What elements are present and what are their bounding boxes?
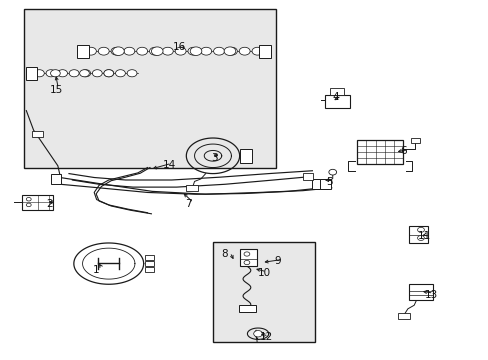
- Ellipse shape: [175, 47, 185, 55]
- Bar: [410, 138, 419, 143]
- Text: 11: 11: [417, 231, 430, 241]
- Circle shape: [417, 235, 424, 240]
- Ellipse shape: [98, 47, 109, 55]
- Ellipse shape: [213, 47, 224, 55]
- Bar: [186, 185, 198, 191]
- Ellipse shape: [226, 47, 237, 55]
- Ellipse shape: [137, 47, 147, 55]
- Circle shape: [50, 70, 60, 77]
- Circle shape: [244, 260, 249, 265]
- Circle shape: [328, 169, 336, 175]
- Ellipse shape: [111, 47, 122, 55]
- Text: 7: 7: [184, 199, 191, 209]
- Circle shape: [244, 252, 249, 256]
- Bar: [239, 249, 256, 266]
- Circle shape: [112, 47, 124, 55]
- Text: 2: 2: [46, 199, 53, 209]
- Ellipse shape: [46, 70, 56, 77]
- Bar: [302, 173, 313, 180]
- Bar: [22, 195, 52, 210]
- Circle shape: [103, 70, 113, 77]
- Text: 8: 8: [221, 249, 227, 258]
- Ellipse shape: [81, 70, 90, 77]
- Text: 1: 1: [93, 265, 100, 275]
- Text: 16: 16: [172, 42, 185, 52]
- Ellipse shape: [149, 47, 160, 55]
- Bar: [32, 131, 43, 136]
- Bar: [397, 314, 409, 319]
- Circle shape: [26, 197, 31, 201]
- Ellipse shape: [127, 70, 137, 77]
- Bar: [144, 261, 154, 266]
- Bar: [238, 305, 256, 312]
- Bar: [320, 179, 330, 189]
- Circle shape: [80, 70, 89, 77]
- Text: 3: 3: [211, 153, 218, 163]
- Ellipse shape: [239, 47, 249, 55]
- Ellipse shape: [201, 47, 211, 55]
- Bar: [329, 88, 343, 95]
- Bar: [213, 242, 314, 342]
- Ellipse shape: [58, 70, 67, 77]
- Bar: [144, 255, 154, 260]
- Ellipse shape: [123, 47, 135, 55]
- Ellipse shape: [85, 47, 96, 55]
- Ellipse shape: [34, 70, 44, 77]
- Text: 15: 15: [49, 85, 63, 95]
- Circle shape: [190, 47, 202, 55]
- Bar: [50, 174, 61, 184]
- Circle shape: [151, 47, 163, 55]
- Bar: [408, 284, 432, 300]
- Ellipse shape: [162, 47, 173, 55]
- Circle shape: [417, 227, 424, 232]
- Bar: [144, 267, 154, 272]
- Bar: [77, 45, 89, 58]
- Ellipse shape: [251, 47, 263, 55]
- Bar: [325, 95, 349, 108]
- Text: 9: 9: [274, 256, 281, 266]
- Bar: [259, 45, 271, 58]
- Bar: [312, 179, 327, 189]
- Text: 12: 12: [260, 332, 273, 342]
- Circle shape: [253, 330, 262, 337]
- Ellipse shape: [187, 47, 199, 55]
- Bar: [408, 226, 427, 243]
- Text: 13: 13: [424, 289, 437, 300]
- Ellipse shape: [104, 70, 114, 77]
- Ellipse shape: [92, 70, 102, 77]
- Text: 10: 10: [258, 268, 271, 278]
- Text: 6: 6: [400, 146, 407, 156]
- Circle shape: [26, 203, 31, 207]
- Text: 5: 5: [325, 177, 332, 187]
- Bar: [357, 140, 403, 165]
- Text: 4: 4: [332, 92, 339, 102]
- Text: 14: 14: [163, 160, 176, 170]
- Bar: [239, 149, 251, 163]
- Ellipse shape: [69, 70, 79, 77]
- Circle shape: [224, 47, 235, 55]
- Ellipse shape: [115, 70, 125, 77]
- Bar: [24, 9, 275, 167]
- Bar: [26, 67, 37, 80]
